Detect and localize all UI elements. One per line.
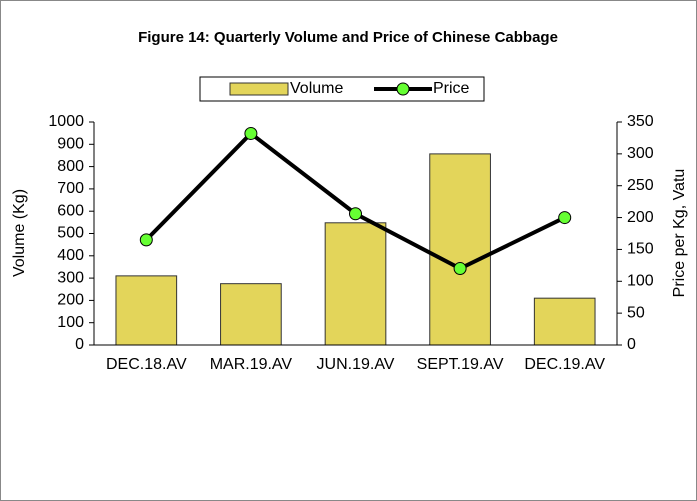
y-tick-label: 900 <box>57 136 84 153</box>
x-tick-label: DEC.19.AV <box>524 356 605 373</box>
x-tick-label: JUN.19.AV <box>317 356 395 373</box>
chart-title: Figure 14: Quarterly Volume and Price of… <box>138 29 558 46</box>
bar <box>324 222 387 346</box>
y-axis-label: Volume (Kg) <box>11 189 28 277</box>
y2-tick-label: 150 <box>627 241 654 258</box>
y-tick-label: 0 <box>75 336 84 353</box>
price-marker <box>349 207 362 221</box>
bar <box>115 275 178 346</box>
y2-tick-label: 250 <box>627 177 654 194</box>
y-tick-label: 1000 <box>48 113 84 130</box>
price-marker <box>244 126 258 140</box>
y-tick-label: 800 <box>57 158 84 175</box>
y-tick-label: 300 <box>57 269 84 286</box>
bar <box>429 153 491 346</box>
y-tick-label: 400 <box>57 247 84 264</box>
y2-tick-label: 100 <box>627 273 654 290</box>
y2-axis-label: Price per Kg, Vatu <box>671 169 688 298</box>
bar <box>533 297 596 346</box>
y2-tick-label: 200 <box>627 209 654 226</box>
legend-label: Price <box>433 80 470 97</box>
price-marker <box>558 211 572 225</box>
legend-marker <box>396 82 410 96</box>
y-tick-label: 700 <box>57 180 84 197</box>
y-tick-label: 100 <box>57 314 84 331</box>
y2-tick-label: 300 <box>627 145 654 162</box>
y-tick-label: 600 <box>57 202 84 219</box>
y2-tick-label: 0 <box>627 336 636 353</box>
x-tick-label: SEPT.19.AV <box>417 356 504 373</box>
y2-tick-label: 350 <box>627 113 654 130</box>
bar <box>220 283 282 346</box>
price-marker <box>453 262 467 276</box>
legend-swatch <box>229 82 289 96</box>
x-tick-label: DEC.18.AV <box>106 356 187 373</box>
y-tick-label: 200 <box>57 292 84 309</box>
y-tick-label: 500 <box>57 225 84 242</box>
y2-tick-label: 50 <box>627 304 645 321</box>
price-marker <box>139 233 153 247</box>
x-tick-label: MAR.19.AV <box>210 356 293 373</box>
legend-label: Volume <box>290 80 343 97</box>
